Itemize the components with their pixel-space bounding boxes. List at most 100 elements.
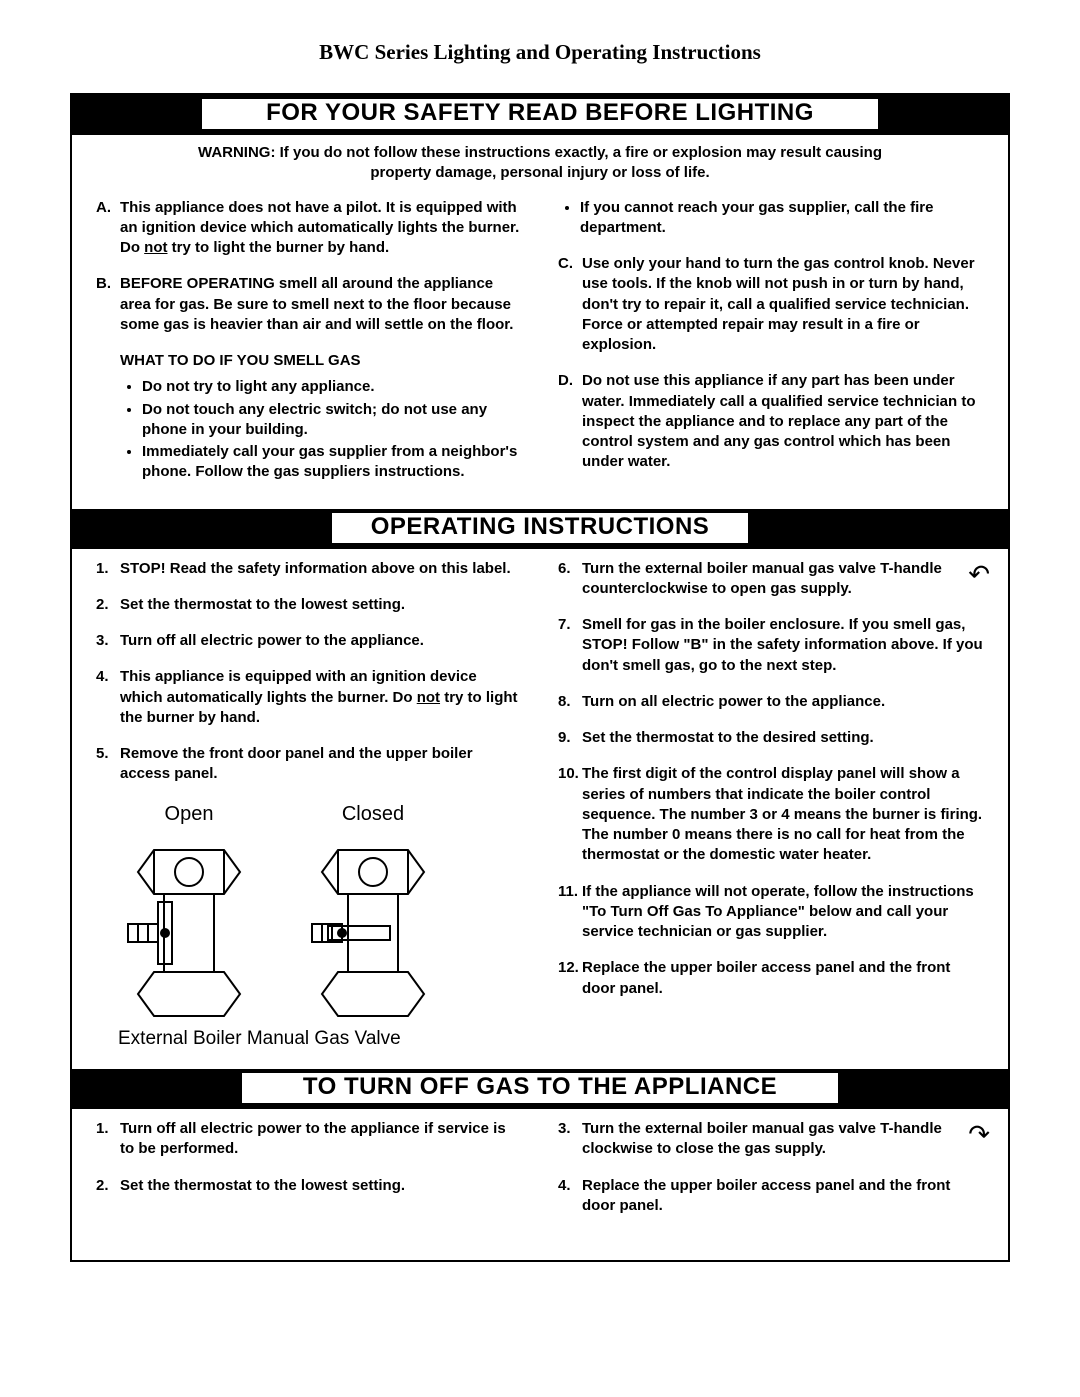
turnoff-col-left: 1.Turn off all electric power to the app… <box>96 1119 522 1232</box>
item-marker: 8. <box>558 692 582 712</box>
valve-closed-label: Closed <box>298 801 448 828</box>
item-body: Turn off all electric power to the appli… <box>120 631 522 651</box>
main-bordered-box: FOR YOUR SAFETY READ BEFORE LIGHTING WAR… <box>70 93 1010 1262</box>
safety-item-b: B. BEFORE OPERATING smell all around the… <box>96 274 522 335</box>
item-marker: D. <box>558 371 582 472</box>
safety-columns: A. This appliance does not have a pilot.… <box>72 198 1008 509</box>
operating-columns: 1.STOP! Read the safety information abov… <box>72 549 1008 1070</box>
valve-figure: Open <box>114 801 522 1052</box>
item-marker: 2. <box>96 595 120 615</box>
item-marker: 11. <box>558 882 582 943</box>
item-marker: 5. <box>96 744 120 785</box>
turnoff-col-right: 3. Turn the external boiler manual gas v… <box>558 1119 984 1232</box>
cw-arrow-icon: ↷ <box>968 1121 990 1147</box>
op-step-10: 10.The first digit of the control displa… <box>558 764 984 865</box>
safety-col-left: A. This appliance does not have a pilot.… <box>96 198 522 499</box>
safety-subhead: WHAT TO DO IF YOU SMELL GAS <box>120 351 522 371</box>
valve-row: Open <box>114 801 522 1022</box>
item-marker: 1. <box>96 559 120 579</box>
op-step-12: 12.Replace the upper boiler access panel… <box>558 958 984 999</box>
safety-bullets-left: Do not try to light any appliance. Do no… <box>120 377 522 482</box>
valve-open-label: Open <box>114 801 264 828</box>
item-body: Set the thermostat to the lowest setting… <box>120 595 522 615</box>
item-body: This appliance does not have a pilot. It… <box>120 198 522 259</box>
item-body: Turn the external boiler manual gas valv… <box>582 559 948 600</box>
item-marker: 4. <box>558 1176 582 1217</box>
op-step-5: 5.Remove the front door panel and the up… <box>96 744 522 785</box>
item-body: If the appliance will not operate, follo… <box>582 882 984 943</box>
page: BWC Series Lighting and Operating Instru… <box>0 0 1080 1322</box>
item-marker: 3. <box>558 1119 582 1160</box>
safety-item-d: D. Do not use this appliance if any part… <box>558 371 984 472</box>
item-body: Turn the external boiler manual gas valv… <box>582 1119 948 1160</box>
safety-col-right: If you cannot reach your gas supplier, c… <box>558 198 984 499</box>
op-step-7: 7.Smell for gas in the boiler enclosure.… <box>558 615 984 676</box>
safety-banner: FOR YOUR SAFETY READ BEFORE LIGHTING <box>72 95 1008 135</box>
op-step-2: 2.Set the thermostat to the lowest setti… <box>96 595 522 615</box>
bullet-item: Do not try to light any appliance. <box>142 377 522 397</box>
text-a-u: not <box>144 239 167 256</box>
valve-open-icon <box>114 832 264 1022</box>
bullet-item: Immediately call your gas supplier from … <box>142 442 522 483</box>
item-marker: 10. <box>558 764 582 865</box>
item-marker: C. <box>558 254 582 355</box>
item-body: Set the thermostat to the desired settin… <box>582 728 984 748</box>
turnoff-banner: TO TURN OFF GAS TO THE APPLIANCE <box>72 1069 1008 1109</box>
item-body: BEFORE OPERATING smell all around the ap… <box>120 274 522 335</box>
operating-banner: OPERATING INSTRUCTIONS <box>72 509 1008 549</box>
text-a-post: try to light the burner by hand. <box>168 239 390 256</box>
item-body: Remove the front door panel and the uppe… <box>120 744 522 785</box>
op-step-4: 4.This appliance is equipped with an ign… <box>96 667 522 728</box>
bullet-item: Do not touch any electric switch; do not… <box>142 400 522 441</box>
op-step-1: 1.STOP! Read the safety information abov… <box>96 559 522 579</box>
item-marker: 2. <box>96 1176 120 1196</box>
op-step-3: 3.Turn off all electric power to the app… <box>96 631 522 651</box>
valve-open-cell: Open <box>114 801 264 1022</box>
item-body: Turn off all electric power to the appli… <box>120 1119 522 1160</box>
item-marker: A. <box>96 198 120 259</box>
off-step-3: 3. Turn the external boiler manual gas v… <box>558 1119 984 1160</box>
item-body: Smell for gas in the boiler enclosure. I… <box>582 615 984 676</box>
item-body: Set the thermostat to the lowest setting… <box>120 1176 522 1196</box>
valve-caption: External Boiler Manual Gas Valve <box>118 1026 522 1052</box>
item-body: Use only your hand to turn the gas contr… <box>582 254 984 355</box>
safety-item-c: C. Use only your hand to turn the gas co… <box>558 254 984 355</box>
item-marker: 3. <box>96 631 120 651</box>
item-body: Replace the upper boiler access panel an… <box>582 958 984 999</box>
off-step-2: 2.Set the thermostat to the lowest setti… <box>96 1176 522 1196</box>
safety-item-a: A. This appliance does not have a pilot.… <box>96 198 522 259</box>
item-marker: 6. <box>558 559 582 600</box>
op-step-9: 9.Set the thermostat to the desired sett… <box>558 728 984 748</box>
operating-col-left: 1.STOP! Read the safety information abov… <box>96 559 522 1060</box>
item-marker: 9. <box>558 728 582 748</box>
off-step-1: 1.Turn off all electric power to the app… <box>96 1119 522 1160</box>
safety-bullets-right: If you cannot reach your gas supplier, c… <box>558 198 984 239</box>
text-4-u: not <box>417 689 440 706</box>
document-title: BWC Series Lighting and Operating Instru… <box>70 40 1010 65</box>
item-body: STOP! Read the safety information above … <box>120 559 522 579</box>
item-marker: B. <box>96 274 120 335</box>
valve-closed-cell: Closed <box>298 801 448 1022</box>
operating-banner-text: OPERATING INSTRUCTIONS <box>332 513 748 543</box>
turnoff-banner-text: TO TURN OFF GAS TO THE APPLIANCE <box>242 1073 838 1103</box>
op-step-11: 11.If the appliance will not operate, fo… <box>558 882 984 943</box>
item-body: Do not use this appliance if any part ha… <box>582 371 984 472</box>
safety-banner-text: FOR YOUR SAFETY READ BEFORE LIGHTING <box>202 99 878 129</box>
off-step-4: 4.Replace the upper boiler access panel … <box>558 1176 984 1217</box>
safety-warning: WARNING: If you do not follow these inst… <box>72 135 1008 198</box>
item-body: This appliance is equipped with an ignit… <box>120 667 522 728</box>
turnoff-columns: 1.Turn off all electric power to the app… <box>72 1109 1008 1242</box>
item-marker: 7. <box>558 615 582 676</box>
item-marker: 12. <box>558 958 582 999</box>
item-body: The first digit of the control display p… <box>582 764 984 865</box>
valve-closed-icon <box>298 832 448 1022</box>
op-step-8: 8.Turn on all electric power to the appl… <box>558 692 984 712</box>
op-step-6: 6. Turn the external boiler manual gas v… <box>558 559 984 600</box>
operating-col-right: 6. Turn the external boiler manual gas v… <box>558 559 984 1060</box>
bullet-item: If you cannot reach your gas supplier, c… <box>580 198 984 239</box>
item-body: Turn on all electric power to the applia… <box>582 692 984 712</box>
item-marker: 4. <box>96 667 120 728</box>
ccw-arrow-icon: ↶ <box>968 561 990 587</box>
item-marker: 1. <box>96 1119 120 1160</box>
item-body: Replace the upper boiler access panel an… <box>582 1176 984 1217</box>
